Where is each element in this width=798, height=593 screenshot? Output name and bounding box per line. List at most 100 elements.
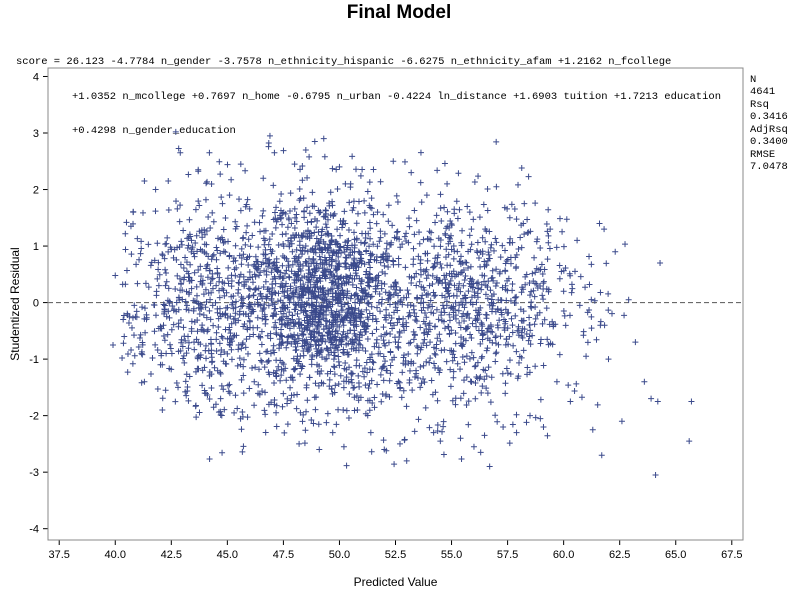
data-point	[224, 350, 231, 357]
data-point	[477, 249, 484, 256]
data-point	[222, 310, 229, 317]
data-point	[488, 296, 495, 303]
data-point	[258, 261, 265, 268]
data-point	[648, 395, 655, 402]
data-point	[172, 398, 179, 405]
data-point	[382, 358, 389, 365]
data-point	[352, 262, 359, 269]
data-point	[328, 386, 335, 393]
data-point	[235, 346, 242, 353]
data-point	[411, 207, 418, 214]
data-point	[195, 168, 202, 175]
data-point	[200, 312, 207, 319]
data-point	[201, 249, 208, 256]
data-point	[401, 327, 408, 334]
data-point	[475, 255, 482, 262]
data-point	[420, 318, 427, 325]
data-point	[433, 306, 440, 313]
data-point	[487, 399, 494, 406]
data-point	[130, 220, 137, 227]
data-point	[243, 256, 250, 263]
data-point	[466, 232, 473, 239]
data-point	[377, 178, 384, 185]
data-point	[411, 373, 418, 380]
data-point	[293, 246, 300, 253]
data-point	[383, 306, 390, 313]
data-point	[392, 279, 399, 286]
data-point	[440, 418, 447, 425]
data-point	[173, 380, 180, 387]
data-point	[511, 205, 518, 212]
data-point	[345, 278, 352, 285]
data-point	[347, 272, 354, 279]
data-point	[312, 267, 319, 274]
data-point	[432, 323, 439, 330]
data-point	[345, 300, 352, 307]
data-point	[361, 240, 368, 247]
data-point	[438, 264, 445, 271]
data-point	[370, 241, 377, 248]
data-point	[194, 354, 201, 361]
data-point	[329, 429, 336, 436]
data-point	[321, 153, 328, 160]
data-point	[512, 294, 519, 301]
data-point	[348, 379, 355, 386]
data-point	[181, 333, 188, 340]
data-point	[503, 336, 510, 343]
data-point	[470, 443, 477, 450]
data-point	[234, 405, 241, 412]
data-point	[130, 332, 137, 339]
data-point	[441, 309, 448, 316]
data-point	[437, 237, 444, 244]
data-point	[125, 319, 132, 326]
data-point	[518, 244, 525, 251]
data-point	[348, 371, 355, 378]
data-point	[296, 186, 303, 193]
data-point	[272, 370, 279, 377]
data-point	[264, 332, 271, 339]
data-point	[403, 230, 410, 237]
data-point	[221, 406, 228, 413]
data-point	[304, 204, 311, 211]
data-point	[283, 313, 290, 320]
data-point	[296, 325, 303, 332]
data-point	[492, 282, 499, 289]
data-point	[505, 309, 512, 316]
data-point	[133, 314, 140, 321]
data-point	[188, 325, 195, 332]
data-point	[385, 218, 392, 225]
data-point	[605, 290, 612, 297]
data-point	[315, 239, 322, 246]
data-point	[234, 362, 241, 369]
data-point	[285, 273, 292, 280]
data-point	[437, 438, 444, 445]
data-point	[304, 397, 311, 404]
data-point	[408, 279, 415, 286]
data-point	[284, 421, 291, 428]
data-point	[147, 262, 154, 269]
data-point	[432, 351, 439, 358]
data-point	[341, 350, 348, 357]
data-point	[368, 252, 375, 259]
data-point	[150, 301, 157, 308]
data-point	[348, 345, 355, 352]
data-point	[550, 321, 557, 328]
data-point	[193, 292, 200, 299]
data-point	[232, 242, 239, 249]
data-point	[193, 283, 200, 290]
data-point	[242, 310, 249, 317]
data-point	[310, 259, 317, 266]
data-point	[434, 259, 441, 266]
data-point	[152, 208, 159, 215]
data-point	[330, 212, 337, 219]
data-point	[434, 167, 441, 174]
data-point	[335, 300, 342, 307]
data-point	[517, 306, 524, 313]
data-point	[299, 363, 306, 370]
data-point	[168, 350, 175, 357]
data-point	[450, 255, 457, 262]
data-point	[446, 293, 453, 300]
data-point	[526, 322, 533, 329]
data-point	[215, 324, 222, 331]
data-point	[269, 281, 276, 288]
